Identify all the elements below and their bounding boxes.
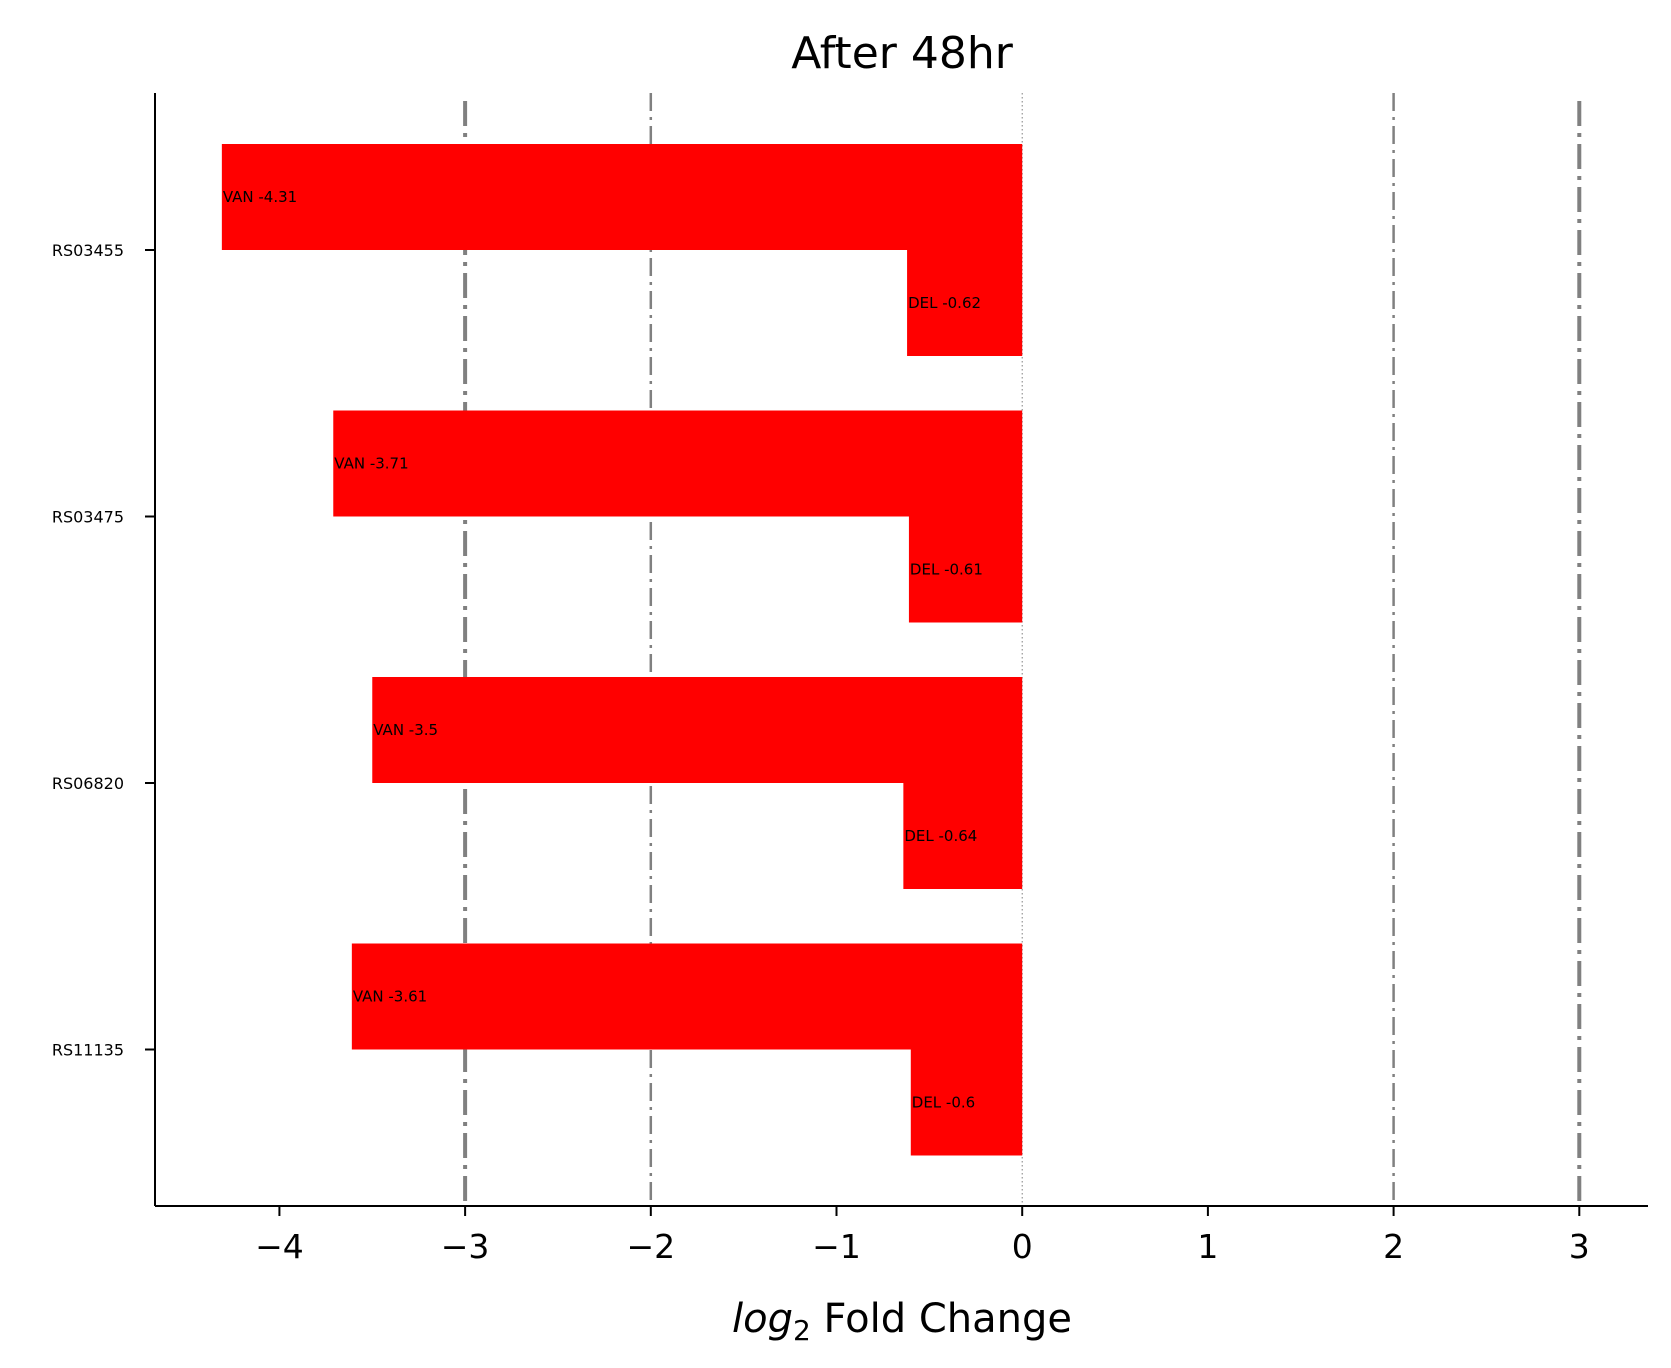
x-axis-label: log2 Fold Change [732,1296,1072,1347]
chart-title: After 48hr [791,28,1014,79]
bar-del [903,783,1023,889]
x-tick-label: −4 [255,1227,304,1266]
x-tick-label: 1 [1197,1227,1218,1266]
x-tick-label: 2 [1383,1227,1404,1266]
x-tick-label: −1 [812,1227,861,1266]
bar-label: VAN -3.71 [334,455,408,473]
bar-label: DEL -0.6 [912,1094,975,1112]
bar-del [907,250,1023,356]
bar-label: VAN -4.31 [223,188,297,206]
y-tick-label: RS03475 [52,508,124,527]
bar-label: DEL -0.61 [910,561,983,579]
x-axis-label-log: log [732,1296,793,1342]
x-axis-label-text: Fold Change [811,1296,1072,1342]
bar-van [351,943,1023,1050]
bar-label: DEL -0.62 [908,294,981,312]
y-tick-label: RS03455 [52,241,124,260]
bar-van [372,677,1023,783]
bar-van [221,144,1023,250]
x-tick-label: 0 [1012,1227,1033,1266]
x-tick-label: −2 [626,1227,675,1266]
x-tick-label: −3 [441,1227,490,1266]
bar-van [333,410,1023,517]
bar-del [908,516,1023,623]
x-tick-label: 3 [1569,1227,1590,1266]
bars-group: VAN -4.31 DEL -0.62 VAN -3.71 DEL -0.61 VAN … [221,144,1023,1156]
axes-group: −4 −3 −2 −1 0 1 2 3 RS03455 RS03475 RS06820 RS11135 [52,93,1648,1266]
y-tick-label: RS06820 [52,774,124,793]
bar-label: VAN -3.61 [353,988,427,1006]
bar-label: DEL -0.64 [904,827,977,845]
y-tick-label: RS11135 [52,1041,124,1060]
bar-label: VAN -3.5 [373,721,438,739]
bar-del [910,1049,1023,1156]
x-axis-label-subscript: 2 [793,1314,811,1347]
